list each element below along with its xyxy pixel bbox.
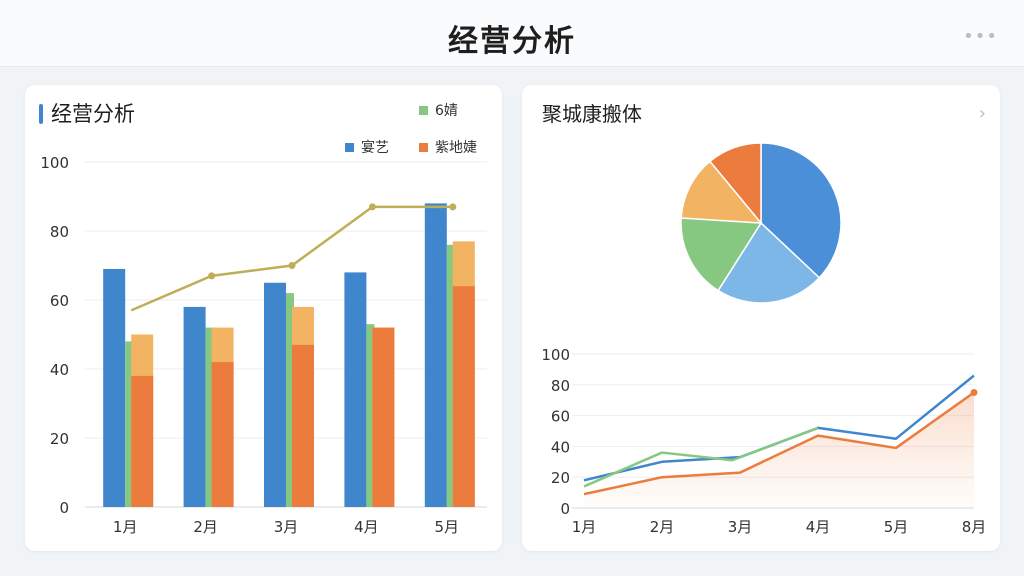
x-tick-label: 4月 [354,518,379,536]
trend-point [449,203,457,211]
legend-label-series-2: 6婧 [435,103,458,119]
x-tick-label: 4月 [806,518,831,536]
bar-series-3 [211,362,234,507]
x-tick-label: 5月 [435,518,460,536]
y-tick-label: 100 [541,346,570,364]
bar-series-1 [103,268,126,507]
chevron-right-icon[interactable]: › [978,103,986,124]
bar-series-1 [264,282,286,507]
y-tick-label: 40 [50,361,69,379]
x-tick-label: 3月 [728,518,753,536]
panel-title-accent [39,104,43,124]
x-tick-label: 2月 [193,518,218,536]
y-tick-label: 20 [50,430,69,448]
legend-swatch-series-2 [419,106,428,115]
line-series-2 [583,426,819,488]
pie-slice [760,142,842,279]
y-tick-label: 100 [40,154,69,172]
bar-series-3 [372,327,395,507]
pie-slice [680,217,763,292]
x-tick-label: 1月 [572,518,597,536]
y-tick-label: 0 [59,499,69,517]
bar-series-3 [292,344,314,507]
y-tick-label: 20 [551,469,570,487]
x-tick-label: 5月 [884,518,909,536]
x-tick-label: 3月 [274,518,299,536]
top-bar: 经营分析 ••• [0,0,1024,67]
pie-slice [708,142,762,226]
x-tick-label: 2月 [650,518,675,536]
panel-title: 经营分析 [51,102,135,126]
bar-series-2 [125,341,134,507]
trend-point [208,272,216,280]
y-tick-label: 80 [50,223,69,241]
x-tick-label: 8月 [962,518,987,536]
bar-series-2 [286,293,294,507]
bar-chart: 经营分析 6婧 宴艺 紫地婕 0 20 40 60 80 100 1月 2月 3月 4月 5月 [39,102,487,536]
line-series-3 [583,391,975,496]
legend-label-series-3: 紫地婕 [435,140,477,156]
x-tick-label: 1月 [113,518,138,536]
page-title: 经营分析 [448,24,576,59]
trend-point [288,262,296,269]
y-tick-label: 40 [551,438,570,456]
bar-series-2 [205,327,214,507]
pie-slice [680,160,763,224]
pie-slice [717,221,821,304]
panel-title: 聚城康搬体 [542,102,642,126]
bar-series-2 [446,244,455,508]
y-tick-label: 80 [551,377,570,395]
trend-point [368,203,376,211]
legend-swatch-series-3 [419,143,428,152]
y-tick-label: 60 [551,408,570,426]
y-tick-label: 60 [50,292,69,310]
pie-and-line-chart: 聚城康搬体 0 20 40 60 80 100 1月 2月 3月 4月 5月 8月 [541,102,987,536]
legend-label-series-1: 宴艺 [361,139,389,156]
more-dots-icon[interactable]: ••• [963,26,998,47]
y-tick-label: 0 [560,500,570,518]
area-fill [584,392,974,508]
bar-series-1 [183,306,206,507]
bar-series-1 [424,203,447,507]
bar-chart-card: 经营分析 6婧 宴艺 紫地婕 0 20 40 60 80 100 1月 2月 3月 4月 5月 [25,85,502,551]
legend-swatch-series-1 [345,143,354,152]
bar-series-3 [452,286,475,507]
pie-line-card: 聚城康搬体 0 20 40 60 80 100 1月 2月 3月 4月 5月 8月 › [522,85,1000,551]
bar-series-1 [344,272,367,507]
bar-series-2 [366,324,375,507]
line-end-point [970,389,978,396]
bar-series-3 [131,375,154,507]
